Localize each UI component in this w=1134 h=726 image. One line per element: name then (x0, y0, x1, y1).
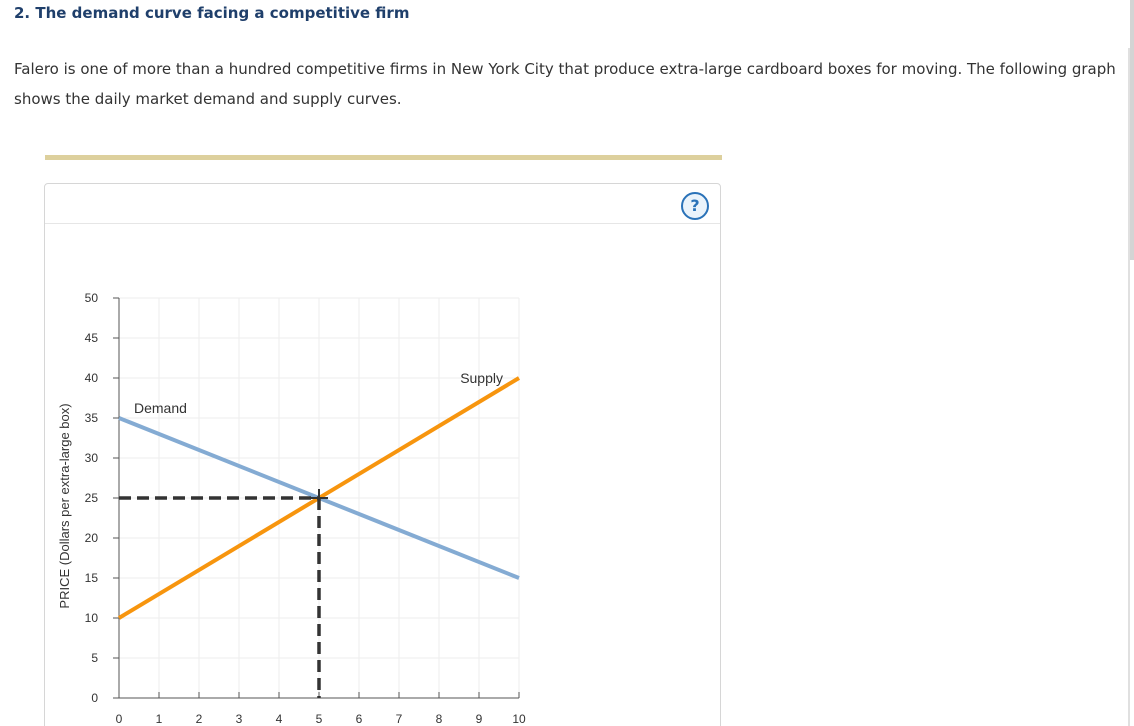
equilibrium-layer (119, 489, 328, 698)
y-tick-label: 0 (91, 691, 98, 705)
x-tick-label: 5 (316, 712, 323, 726)
y-tick-label: 15 (85, 571, 99, 585)
x-tick-label: 7 (396, 712, 403, 726)
x-tick-label: 9 (476, 712, 483, 726)
panel-header-divider (45, 223, 720, 224)
scrollbar-thumb[interactable] (1130, 0, 1134, 260)
y-tick-label: 45 (85, 331, 99, 345)
section-divider (45, 155, 722, 160)
supply-label: Supply (460, 370, 503, 386)
x-tick-label: 6 (356, 712, 363, 726)
y-tick-label: 25 (85, 491, 99, 505)
y-tick-label: 10 (85, 611, 99, 625)
content-border (1128, 48, 1130, 726)
x-tick-label: 2 (196, 712, 203, 726)
x-tick-label: 0 (116, 712, 123, 726)
page-title: 2. The demand curve facing a competitive… (14, 4, 410, 22)
x-tick-label: 1 (156, 712, 163, 726)
y-tick-label: 30 (85, 451, 99, 465)
y-axis-title: PRICE (Dollars per extra-large box) (57, 403, 72, 608)
y-tick-label: 40 (85, 371, 99, 385)
x-tick-label: 8 (436, 712, 443, 726)
x-tick-label: 4 (276, 712, 283, 726)
graph-panel: ? (44, 183, 721, 726)
y-tick-label: 5 (91, 651, 98, 665)
intro-text: Falero is one of more than a hundred com… (14, 60, 1116, 108)
labels-layer: PRICE (Dollars per extra-large box) Deman… (57, 370, 503, 609)
y-tick-label: 20 (85, 531, 99, 545)
y-tick-label: 50 (85, 291, 99, 305)
demand-label: Demand (134, 400, 187, 416)
help-icon[interactable]: ? (681, 192, 709, 220)
x-tick-label: 10 (512, 712, 526, 726)
x-tick-label: 3 (236, 712, 243, 726)
y-tick-label: 35 (85, 411, 99, 425)
